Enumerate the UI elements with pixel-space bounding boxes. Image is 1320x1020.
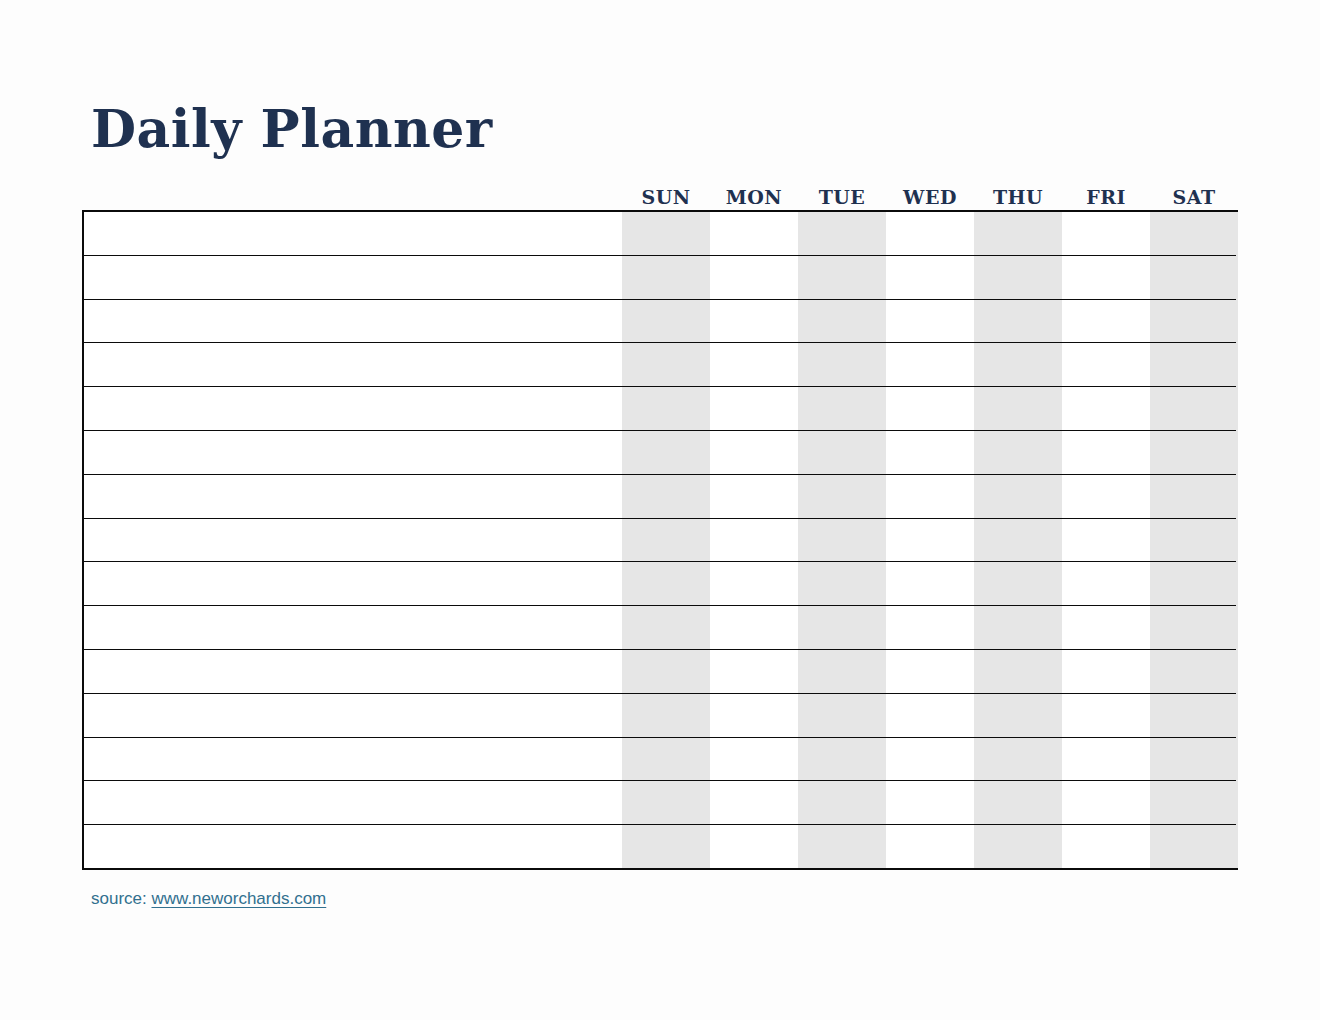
day-header-tue: TUE xyxy=(798,185,886,209)
day-header-wed: WED xyxy=(886,185,974,209)
planner-row xyxy=(84,562,1236,606)
planner-row xyxy=(84,825,1236,868)
planner-row xyxy=(84,606,1236,650)
day-header-sun: SUN xyxy=(622,185,710,209)
planner-row xyxy=(84,256,1236,300)
day-header-fri: FRI xyxy=(1062,185,1150,209)
planner-row xyxy=(84,781,1236,825)
planner-row xyxy=(84,738,1236,782)
source-label: source: xyxy=(91,889,147,908)
planner-row xyxy=(84,343,1236,387)
planner-row xyxy=(84,212,1236,256)
day-header-thu: THU xyxy=(974,185,1062,209)
planner-row xyxy=(84,519,1236,563)
source-link[interactable]: www.neworchards.com xyxy=(151,889,326,908)
page-title: Daily Planner xyxy=(91,103,493,155)
planner-grid xyxy=(82,210,1238,870)
day-header-sat: SAT xyxy=(1150,185,1238,209)
day-header-row: SUNMONTUEWEDTHUFRISAT xyxy=(622,185,1238,209)
planner-row xyxy=(84,475,1236,519)
planner-row xyxy=(84,650,1236,694)
planner-row xyxy=(84,694,1236,738)
planner-row xyxy=(84,387,1236,431)
planner-row xyxy=(84,300,1236,344)
planner-page: Daily Planner SUNMONTUEWEDTHUFRISAT sour… xyxy=(0,0,1320,1020)
source-line: source: www.neworchards.com xyxy=(91,889,326,909)
planner-row xyxy=(84,431,1236,475)
planner-rows xyxy=(84,212,1236,868)
day-header-mon: MON xyxy=(710,185,798,209)
